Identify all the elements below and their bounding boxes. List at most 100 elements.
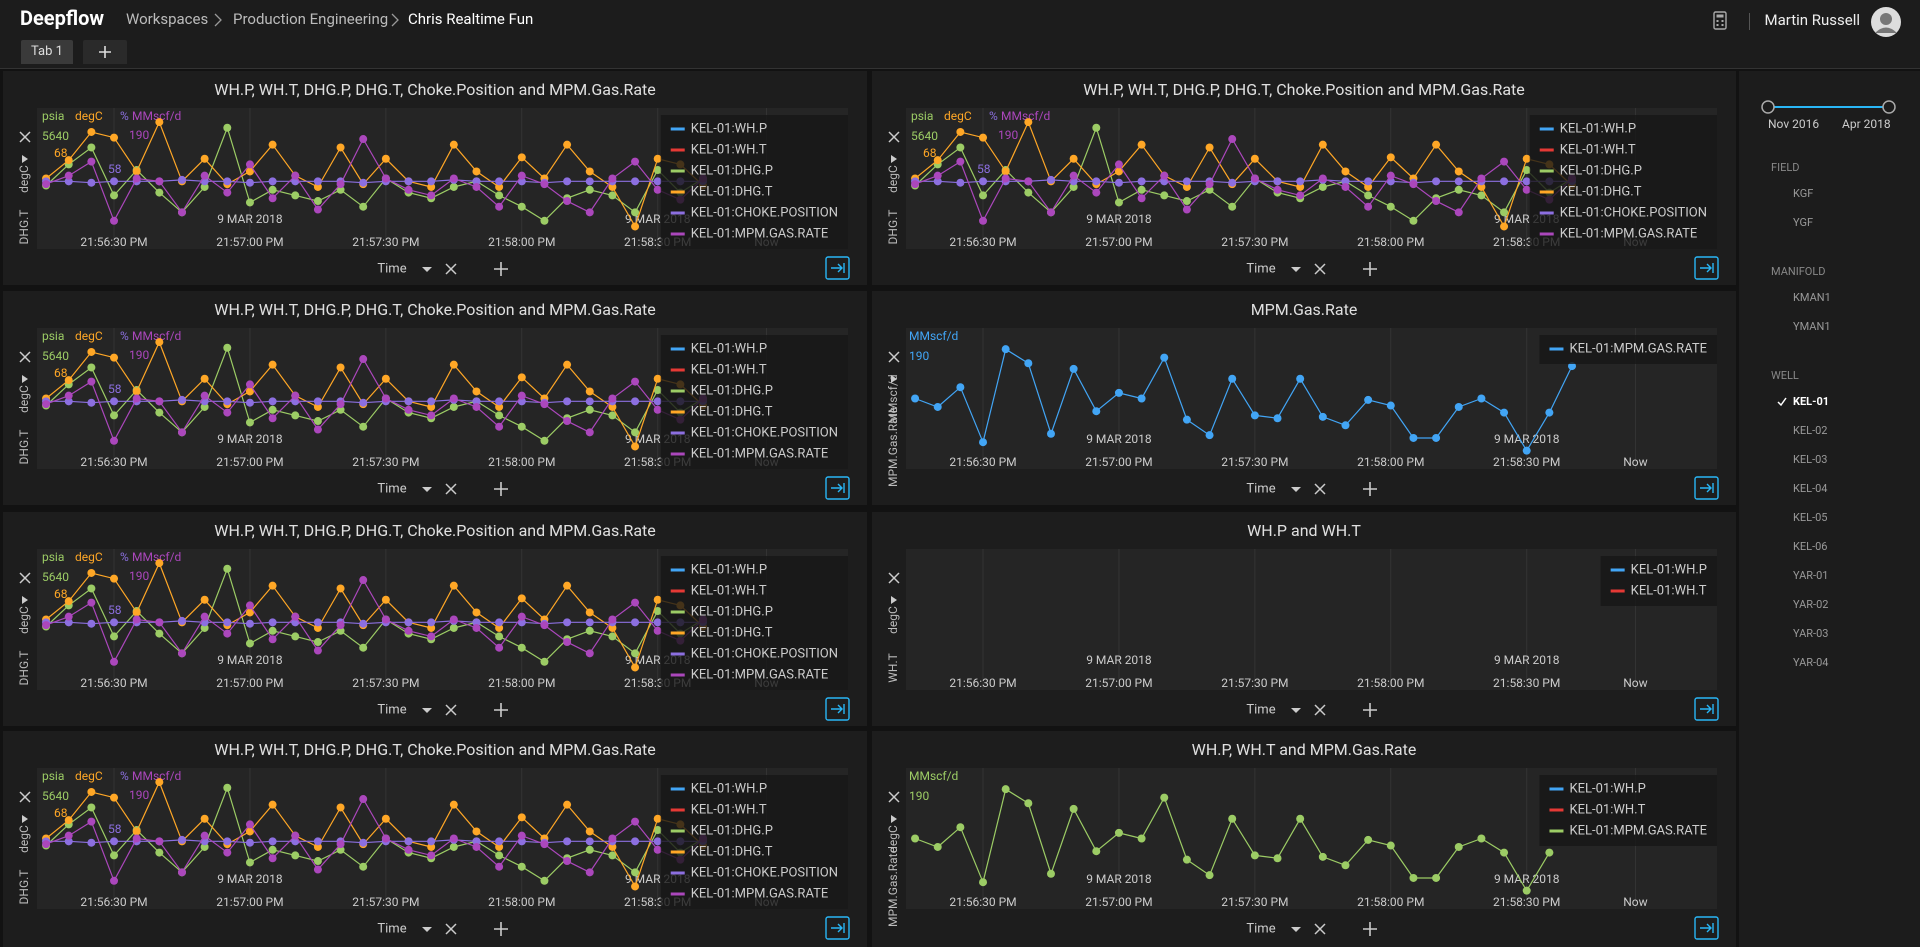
add-icon[interactable]	[1363, 262, 1377, 276]
data-point	[200, 814, 209, 823]
y-axis-title: DHG.T	[17, 210, 31, 245]
filter-item[interactable]: KEL-06	[1793, 540, 1828, 553]
axis-unit: MMscf/d	[132, 329, 181, 343]
legend-label: KEL-01:WH.P	[691, 341, 767, 356]
data-point	[245, 160, 254, 169]
dropdown-icon[interactable]	[422, 708, 432, 713]
dropdown-icon[interactable]	[1291, 927, 1301, 932]
data-point	[87, 377, 96, 386]
dock-button[interactable]	[1694, 476, 1719, 500]
add-icon[interactable]	[494, 922, 508, 936]
add-tab-button[interactable]	[83, 40, 127, 64]
dock-button[interactable]	[1694, 916, 1719, 940]
add-icon[interactable]	[1363, 703, 1377, 717]
legend-label: KEL-01:MPM.GAS.RATE	[1569, 341, 1707, 356]
close-icon	[19, 791, 31, 803]
data-point	[245, 838, 254, 847]
filter-item[interactable]: KGF	[1793, 187, 1814, 200]
data-point	[1205, 185, 1214, 194]
data-point	[631, 837, 640, 846]
x-axis-selector[interactable]: Time	[377, 261, 406, 276]
filter-item[interactable]: KMAN1	[1793, 291, 1831, 304]
dock-icon	[831, 923, 845, 933]
series-line	[45, 340, 704, 448]
calculator-icon[interactable]	[1712, 11, 1728, 31]
x-axis-selector[interactable]: Time	[1246, 481, 1275, 496]
dock-button[interactable]	[825, 697, 850, 721]
filter-item[interactable]: KEL-02	[1793, 424, 1828, 437]
filter-item[interactable]: YMAN1	[1793, 320, 1831, 333]
add-icon[interactable]	[494, 703, 508, 717]
dropdown-icon[interactable]	[422, 927, 432, 932]
filter-item[interactable]: YGF	[1793, 216, 1814, 229]
add-icon[interactable]	[1363, 482, 1377, 496]
breadcrumb[interactable]: Production Engineering	[233, 10, 389, 28]
data-point	[585, 608, 594, 617]
filter-item[interactable]: YAR-03	[1793, 627, 1829, 640]
data-point	[495, 623, 504, 632]
legend-label: KEL-01:DHG.P	[1560, 163, 1642, 178]
x-axis-selector[interactable]: Time	[1246, 921, 1275, 936]
y-axis-title: degC	[886, 825, 900, 853]
data-point	[155, 778, 164, 787]
add-icon[interactable]	[494, 262, 508, 276]
dock-button[interactable]	[825, 256, 850, 280]
filter-item[interactable]: KEL-05	[1793, 511, 1828, 524]
data-point	[177, 175, 186, 184]
data-point	[563, 837, 572, 846]
data-point	[268, 185, 277, 194]
breadcrumb[interactable]: Workspaces	[126, 10, 209, 28]
dropdown-icon[interactable]	[1291, 267, 1301, 272]
data-point	[495, 862, 504, 871]
data-point	[472, 402, 481, 411]
data-point	[472, 182, 481, 191]
dock-button[interactable]	[1694, 256, 1719, 280]
filter-item[interactable]: KEL-01	[1793, 395, 1830, 408]
filter-item[interactable]: YAR-01	[1793, 569, 1829, 582]
data-point	[1522, 166, 1531, 175]
dropdown-icon[interactable]	[422, 267, 432, 272]
y-axis-title: degC	[17, 385, 31, 413]
data-point	[200, 842, 209, 851]
brand[interactable]: Deepflow	[20, 6, 105, 30]
x-axis-selector[interactable]: Time	[377, 481, 406, 496]
slider-handle[interactable]	[1882, 100, 1896, 114]
user-name[interactable]: Martin Russell	[1764, 11, 1860, 29]
data-point	[1228, 202, 1237, 211]
slider-handle[interactable]	[1761, 100, 1775, 114]
filter-item[interactable]: KEL-03	[1793, 453, 1828, 466]
add-icon[interactable]	[494, 482, 508, 496]
y-axis-title: MPM.Gas.Rate	[886, 847, 900, 927]
x-axis-selector[interactable]: Time	[1246, 261, 1275, 276]
data-point	[268, 618, 277, 627]
dropdown-icon[interactable]	[422, 487, 432, 492]
data-point	[268, 581, 277, 590]
data-point	[313, 842, 322, 851]
avatar[interactable]	[1870, 6, 1902, 38]
legend-label: KEL-01:WH.T	[1569, 802, 1645, 817]
x-axis-selector[interactable]: Time	[377, 702, 406, 717]
legend-label: KEL-01:WH.T	[691, 142, 767, 157]
breadcrumb: Chris Realtime Fun	[408, 10, 534, 28]
dropdown-icon[interactable]	[1291, 708, 1301, 713]
dock-button[interactable]	[1694, 697, 1719, 721]
dock-button[interactable]	[825, 916, 850, 940]
tab[interactable]: Tab 1	[21, 40, 73, 64]
legend-label: KEL-01:MPM.GAS.RATE	[1560, 226, 1698, 241]
x-axis-selector[interactable]: Time	[377, 921, 406, 936]
data-point	[427, 182, 436, 191]
y-axis-title: degC	[886, 165, 900, 193]
x-axis-selector[interactable]: Time	[1246, 702, 1275, 717]
dock-button[interactable]	[825, 476, 850, 500]
data-point	[245, 398, 254, 407]
data-point	[427, 851, 436, 860]
data-point	[1477, 834, 1486, 843]
filter-item[interactable]: KEL-04	[1793, 482, 1828, 495]
filter-item[interactable]: YAR-04	[1793, 656, 1829, 669]
filter-heading: FIELD	[1771, 161, 1800, 174]
filter-item[interactable]: YAR-02	[1793, 598, 1829, 611]
add-icon[interactable]	[1363, 922, 1377, 936]
data-point	[631, 222, 640, 231]
dropdown-icon[interactable]	[1291, 487, 1301, 492]
data-point	[1454, 167, 1463, 176]
